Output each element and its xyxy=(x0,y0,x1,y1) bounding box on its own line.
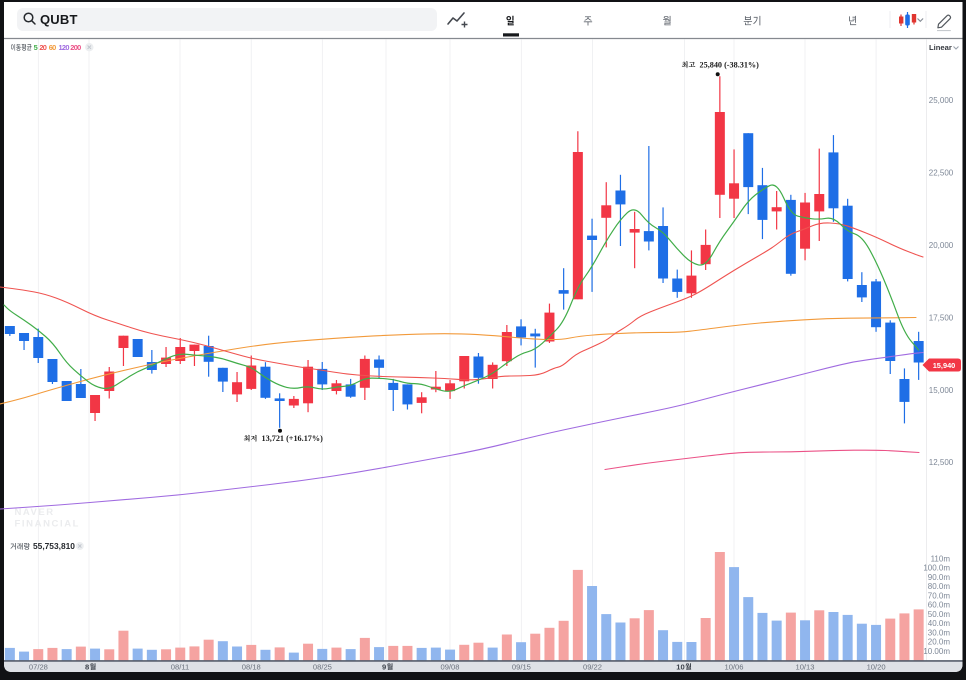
svg-text:12,500: 12,500 xyxy=(929,458,954,467)
svg-text:10/20: 10/20 xyxy=(867,662,886,671)
svg-text:80.0m: 80.0m xyxy=(928,582,951,591)
svg-text:Linear: Linear xyxy=(929,43,952,52)
svg-text:10/06: 10/06 xyxy=(724,662,743,671)
svg-text:110m: 110m xyxy=(931,554,951,563)
svg-text:20.0m: 20.0m xyxy=(928,638,951,647)
svg-text:10/13: 10/13 xyxy=(795,662,814,671)
svg-text:22,500: 22,500 xyxy=(929,168,954,177)
svg-text:08/25: 08/25 xyxy=(313,662,332,671)
svg-text:08/11: 08/11 xyxy=(171,662,189,671)
svg-text:15,000: 15,000 xyxy=(929,386,954,395)
svg-text:08/18: 08/18 xyxy=(242,662,261,671)
svg-text:07/28: 07/28 xyxy=(29,662,48,671)
svg-text:20: 20 xyxy=(39,43,46,52)
svg-text:90.0m: 90.0m xyxy=(928,573,951,582)
svg-text:13,721 (+16.17%): 13,721 (+16.17%) xyxy=(262,434,324,443)
svg-text:QUBT: QUBT xyxy=(40,12,78,27)
svg-text:15,940: 15,940 xyxy=(933,361,956,370)
svg-text:20,000: 20,000 xyxy=(929,241,954,250)
svg-text:09/08: 09/08 xyxy=(440,662,459,671)
svg-text:60: 60 xyxy=(49,43,56,52)
svg-text:60.0m: 60.0m xyxy=(928,601,951,610)
svg-text:70.0m: 70.0m xyxy=(928,591,951,600)
svg-text:55,753,810: 55,753,810 xyxy=(33,541,75,551)
svg-text:5: 5 xyxy=(34,43,38,52)
svg-text:17,500: 17,500 xyxy=(929,313,954,322)
svg-text:120: 120 xyxy=(59,43,70,52)
svg-text:8: 8 xyxy=(85,662,89,671)
svg-text:25,840 (-38.31%): 25,840 (-38.31%) xyxy=(700,60,760,69)
svg-text:40.0m: 40.0m xyxy=(928,619,951,628)
svg-text:09/22: 09/22 xyxy=(583,662,602,671)
svg-text:100.0m: 100.0m xyxy=(923,564,950,573)
svg-text:FINANCIAL: FINANCIAL xyxy=(15,519,81,530)
svg-text:10: 10 xyxy=(676,662,684,671)
svg-text:50.0m: 50.0m xyxy=(928,610,951,619)
svg-text:9: 9 xyxy=(382,662,386,671)
svg-text:10.00m: 10.00m xyxy=(923,647,950,656)
svg-text:09/15: 09/15 xyxy=(512,662,531,671)
svg-text:30.0m: 30.0m xyxy=(928,628,951,637)
svg-text:25,000: 25,000 xyxy=(929,96,954,105)
svg-text:NAVER: NAVER xyxy=(15,507,55,518)
svg-text:200: 200 xyxy=(70,43,81,52)
